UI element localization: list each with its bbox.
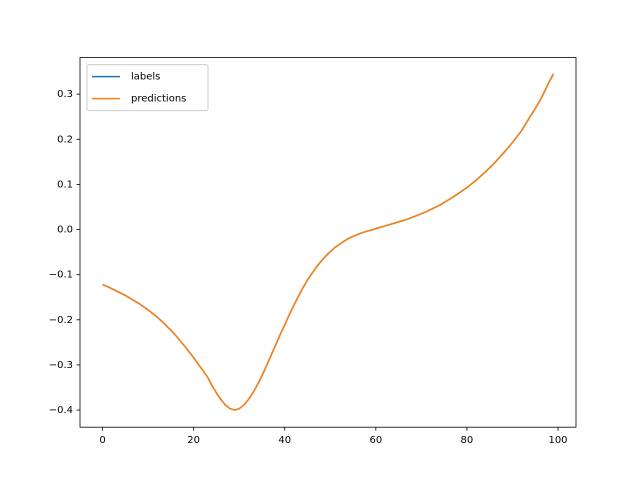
y-tick-label: 0.0 — [57, 225, 73, 236]
y-tick-label: −0.1 — [49, 270, 73, 281]
x-tick-label: 80 — [461, 435, 474, 446]
legend-label: labels — [131, 72, 160, 83]
line-series — [102, 73, 555, 411]
x-tick-label: 60 — [369, 435, 382, 446]
y-tick-label: 0.3 — [57, 89, 73, 100]
legend-label: predictions — [131, 94, 186, 105]
y-tick-label: −0.4 — [49, 405, 73, 416]
y-tick-label: 0.1 — [57, 179, 73, 190]
plot-frame — [79, 57, 577, 428]
x-tick-label: 20 — [187, 435, 200, 446]
x-tick-label: 0 — [99, 435, 105, 446]
y-tick-label: −0.2 — [49, 315, 73, 326]
x-tick-label: 40 — [278, 435, 291, 446]
y-tick-label: −0.3 — [49, 360, 73, 371]
x-tick-label: 100 — [548, 435, 567, 446]
y-tick-label: 0.2 — [57, 134, 73, 145]
line-series — [102, 73, 555, 411]
